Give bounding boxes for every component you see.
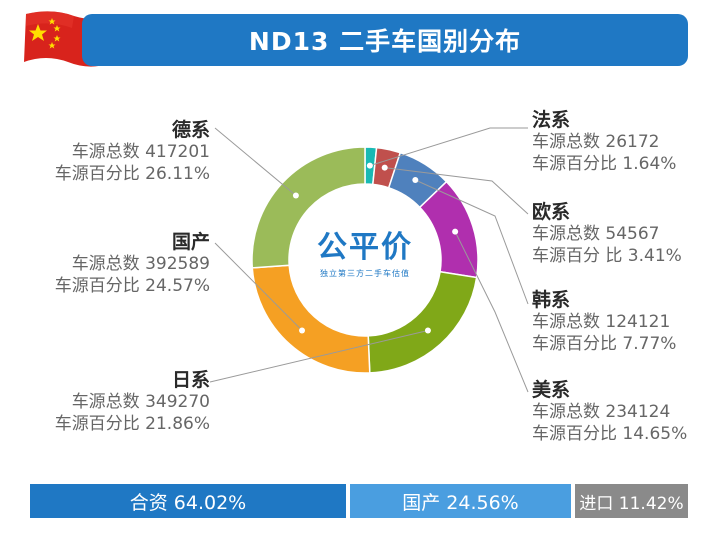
slice-count-german: 车源总数 417201 bbox=[71, 142, 210, 163]
leader-dot-european bbox=[381, 164, 388, 171]
slice-name-japanese: 日系 bbox=[171, 369, 210, 391]
slice-percent-german: 车源百分比 26.11% bbox=[54, 163, 210, 184]
label-french: 法系 车源总数 26172 车源百分比 1.64% bbox=[532, 108, 676, 175]
leader-dot-american bbox=[452, 228, 459, 235]
logo-name: 公平价 bbox=[317, 230, 413, 265]
leader-line-european bbox=[384, 167, 529, 215]
slice-count-domestic: 车源总数 392589 bbox=[71, 254, 210, 275]
label-japanese: 日系 车源总数 349270 车源百分比 21.86% bbox=[55, 368, 210, 435]
slice-count-european: 车源总数 54567 bbox=[532, 224, 660, 245]
center-logo: 公平价 独立第三方二手车估值 bbox=[300, 228, 430, 284]
leader-line-korean bbox=[415, 179, 529, 305]
title-banner: ND13 二手车国别分布 bbox=[82, 14, 688, 66]
label-american: 美系 车源总数 234124 车源百分比 14.65% bbox=[532, 378, 687, 445]
domestic-bar: 国产 24.56% bbox=[350, 484, 571, 518]
slice-percent-american: 车源百分比 14.65% bbox=[532, 423, 688, 444]
slice-name-american: 美系 bbox=[532, 379, 571, 401]
page-title: ND13 二手车国别分布 bbox=[248, 27, 522, 56]
slice-count-american: 车源总数 234124 bbox=[532, 402, 671, 423]
slice-name-german: 德系 bbox=[171, 119, 210, 141]
slice-count-french: 车源总数 26172 bbox=[532, 132, 660, 153]
leader-dot-korean bbox=[412, 177, 419, 184]
slice-japanese bbox=[367, 270, 478, 374]
slice-count-japanese: 车源总数 349270 bbox=[71, 392, 210, 413]
slice-name-domestic: 国产 bbox=[171, 231, 210, 253]
label-european: 欧系 车源总数 54567 车源百分 比 3.41% bbox=[532, 200, 682, 267]
leader-dot-japanese bbox=[424, 327, 431, 334]
leader-line-french bbox=[369, 127, 528, 167]
leader-line-american bbox=[454, 231, 529, 393]
leader-line-japanese bbox=[209, 329, 429, 383]
label-german: 德系 车源总数 417201 车源百分比 26.11% bbox=[55, 118, 210, 185]
imported-bar: 进口 11.42% bbox=[575, 484, 688, 518]
logo-subtitle: 独立第三方二手车估值 bbox=[320, 269, 410, 278]
slice-percent-european: 车源百分 比 3.41% bbox=[532, 245, 682, 266]
slice-percent-domestic: 车源百分比 24.57% bbox=[54, 275, 210, 296]
slice-percent-korean: 车源百分比 7.77% bbox=[532, 333, 677, 354]
leader-dot-german bbox=[292, 192, 299, 199]
joint-venture-bar: 合资 64.02% bbox=[30, 484, 346, 518]
slice-name-korean: 韩系 bbox=[532, 289, 571, 311]
leader-dot-french bbox=[366, 162, 373, 169]
leader-dot-domestic bbox=[299, 327, 306, 334]
leader-line-domestic bbox=[214, 242, 303, 331]
label-domestic: 国产 车源总数 392589 车源百分比 24.57% bbox=[55, 230, 210, 297]
slice-name-french: 法系 bbox=[532, 109, 571, 131]
slice-count-korean: 车源总数 124121 bbox=[532, 312, 671, 333]
slice-percent-french: 车源百分比 1.64% bbox=[532, 153, 677, 174]
slice-percent-japanese: 车源百分比 21.86% bbox=[54, 413, 210, 434]
slice-german bbox=[251, 146, 366, 269]
label-korean: 韩系 车源总数 124121 车源百分比 7.77% bbox=[532, 288, 676, 355]
slice-name-european: 欧系 bbox=[532, 201, 571, 223]
leader-line-german bbox=[214, 127, 297, 196]
